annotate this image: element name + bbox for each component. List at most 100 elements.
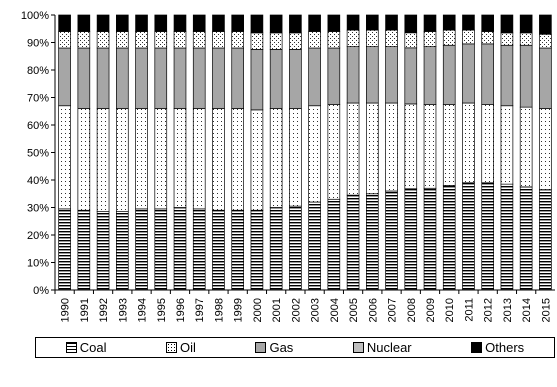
legend-swatch-others [471, 342, 483, 353]
bar-nuclear-2004 [327, 31, 341, 49]
bar-nuclear-1994 [135, 31, 148, 49]
bar-others-1992 [96, 14, 110, 32]
bar-oil-1990 [58, 105, 71, 210]
bar-coal-2015 [539, 189, 552, 291]
bar-nuclear-2009 [423, 31, 437, 47]
bar-nuclear-1996 [173, 31, 187, 49]
bar-others-2000 [250, 14, 264, 34]
bar-nuclear-1997 [192, 31, 206, 49]
bar-coal-2006 [366, 193, 379, 291]
x-tick-label: 1992 [98, 298, 110, 322]
bar-nuclear-2014 [519, 32, 533, 46]
x-axis: 1990 1991 1992 1993 1994 1995 1996 1997 1998 1999… [54, 289, 555, 322]
y-tick-label: 20% [27, 230, 49, 242]
bar-nuclear-2015 [539, 33, 552, 49]
x-tick-label: 2006 [367, 298, 379, 322]
x-tick-label: 2004 [329, 298, 341, 322]
bar-others-1999 [231, 14, 244, 32]
bar-others-1993 [115, 14, 129, 32]
bar-others-2011 [462, 14, 475, 31]
bar-coal-2007 [385, 190, 398, 291]
bar-coal-2010 [442, 185, 456, 291]
bar-gas-2015 [539, 47, 552, 109]
bar-oil-1996 [173, 108, 187, 208]
bar-oil-2009 [423, 104, 437, 189]
bar-nuclear-2008 [404, 32, 418, 49]
bar-gas-1994 [135, 47, 148, 109]
y-tick-label: 70% [27, 93, 49, 105]
x-tick-label: 1998 [213, 298, 225, 322]
bar-oil-2003 [308, 105, 321, 203]
bar-oil-2006 [366, 102, 379, 195]
bar-gas-2004 [327, 47, 341, 105]
bar-coal-2008 [404, 188, 418, 291]
bar-coal-1991 [77, 209, 91, 291]
legend: Coal Oil Gas Nuclear Others [35, 337, 555, 358]
bar-gas-1990 [58, 47, 71, 107]
x-tick-label: 2000 [252, 298, 264, 322]
bar-others-1991 [77, 14, 91, 32]
legend-swatch-oil [166, 342, 178, 353]
bar-gas-2008 [404, 47, 418, 105]
bar-gas-2014 [519, 44, 533, 108]
bar-oil-1993 [115, 108, 129, 212]
bar-coal-2005 [346, 194, 360, 291]
bar-others-2001 [269, 14, 283, 34]
y-axis: 0% 10% 20% 30% 40% 50% 60% 70% 80% 90% 100% [21, 10, 56, 297]
y-tick-label: 0% [33, 285, 49, 297]
bar-coal-1992 [96, 211, 110, 291]
x-tick-label: 2009 [425, 298, 437, 322]
y-tick-label: 10% [27, 258, 49, 270]
bar-gas-2001 [269, 49, 283, 109]
x-tick-label: 2013 [502, 298, 514, 322]
bar-coal-1996 [173, 207, 187, 291]
y-tick-label: 50% [27, 148, 49, 160]
x-tick-label: 1994 [137, 298, 149, 322]
legend-item-nuclear: Nuclear [352, 340, 412, 355]
y-tick-label: 30% [27, 203, 49, 215]
bar-oil-2001 [269, 108, 283, 208]
bar-gas-1995 [154, 47, 168, 109]
bar-gas-1996 [173, 47, 187, 109]
bar-oil-2014 [519, 106, 533, 188]
x-tick-label: 2010 [444, 298, 456, 322]
bar-coal-1995 [154, 208, 168, 291]
bar-others-1998 [212, 14, 225, 32]
y-tick-label: 100% [21, 10, 49, 22]
y-tick-label: 90% [27, 38, 49, 50]
bar-oil-1995 [154, 108, 168, 210]
legend-item-gas: Gas [255, 340, 293, 355]
bar-coal-1993 [115, 211, 129, 291]
bar-gas-2013 [500, 44, 514, 107]
bar-nuclear-2002 [289, 32, 302, 50]
bar-others-2004 [327, 14, 341, 32]
bar-gas-2011 [462, 43, 475, 104]
bar-nuclear-2012 [481, 31, 495, 45]
bar-gas-2007 [385, 46, 398, 104]
bar-nuclear-2005 [346, 29, 360, 47]
bar-others-1994 [135, 14, 148, 32]
y-tick-label: 80% [27, 65, 49, 77]
bar-coal-2013 [500, 183, 514, 291]
bar-coal-2011 [462, 182, 475, 291]
y-tick-label: 40% [27, 175, 49, 187]
bar-nuclear-1993 [115, 31, 129, 49]
legend-label: Coal [79, 340, 107, 355]
x-tick-label: 1995 [156, 298, 168, 322]
bar-others-2010 [442, 14, 456, 31]
bar-gas-1999 [231, 47, 244, 109]
legend-item-coal: Coal [65, 340, 107, 355]
bar-oil-2005 [346, 102, 360, 196]
bar-nuclear-2000 [250, 32, 264, 50]
bar-others-2013 [500, 14, 514, 34]
bars-group [58, 14, 552, 291]
bar-others-2015 [539, 14, 552, 35]
x-tick-label: 2007 [387, 298, 399, 322]
bar-nuclear-1998 [212, 31, 225, 49]
legend-item-others: Others [471, 340, 524, 355]
bar-gas-2009 [423, 46, 437, 105]
bar-coal-2003 [308, 201, 321, 291]
bar-gas-1992 [96, 47, 110, 109]
bar-coal-2002 [289, 205, 302, 291]
bar-nuclear-1995 [154, 31, 168, 49]
